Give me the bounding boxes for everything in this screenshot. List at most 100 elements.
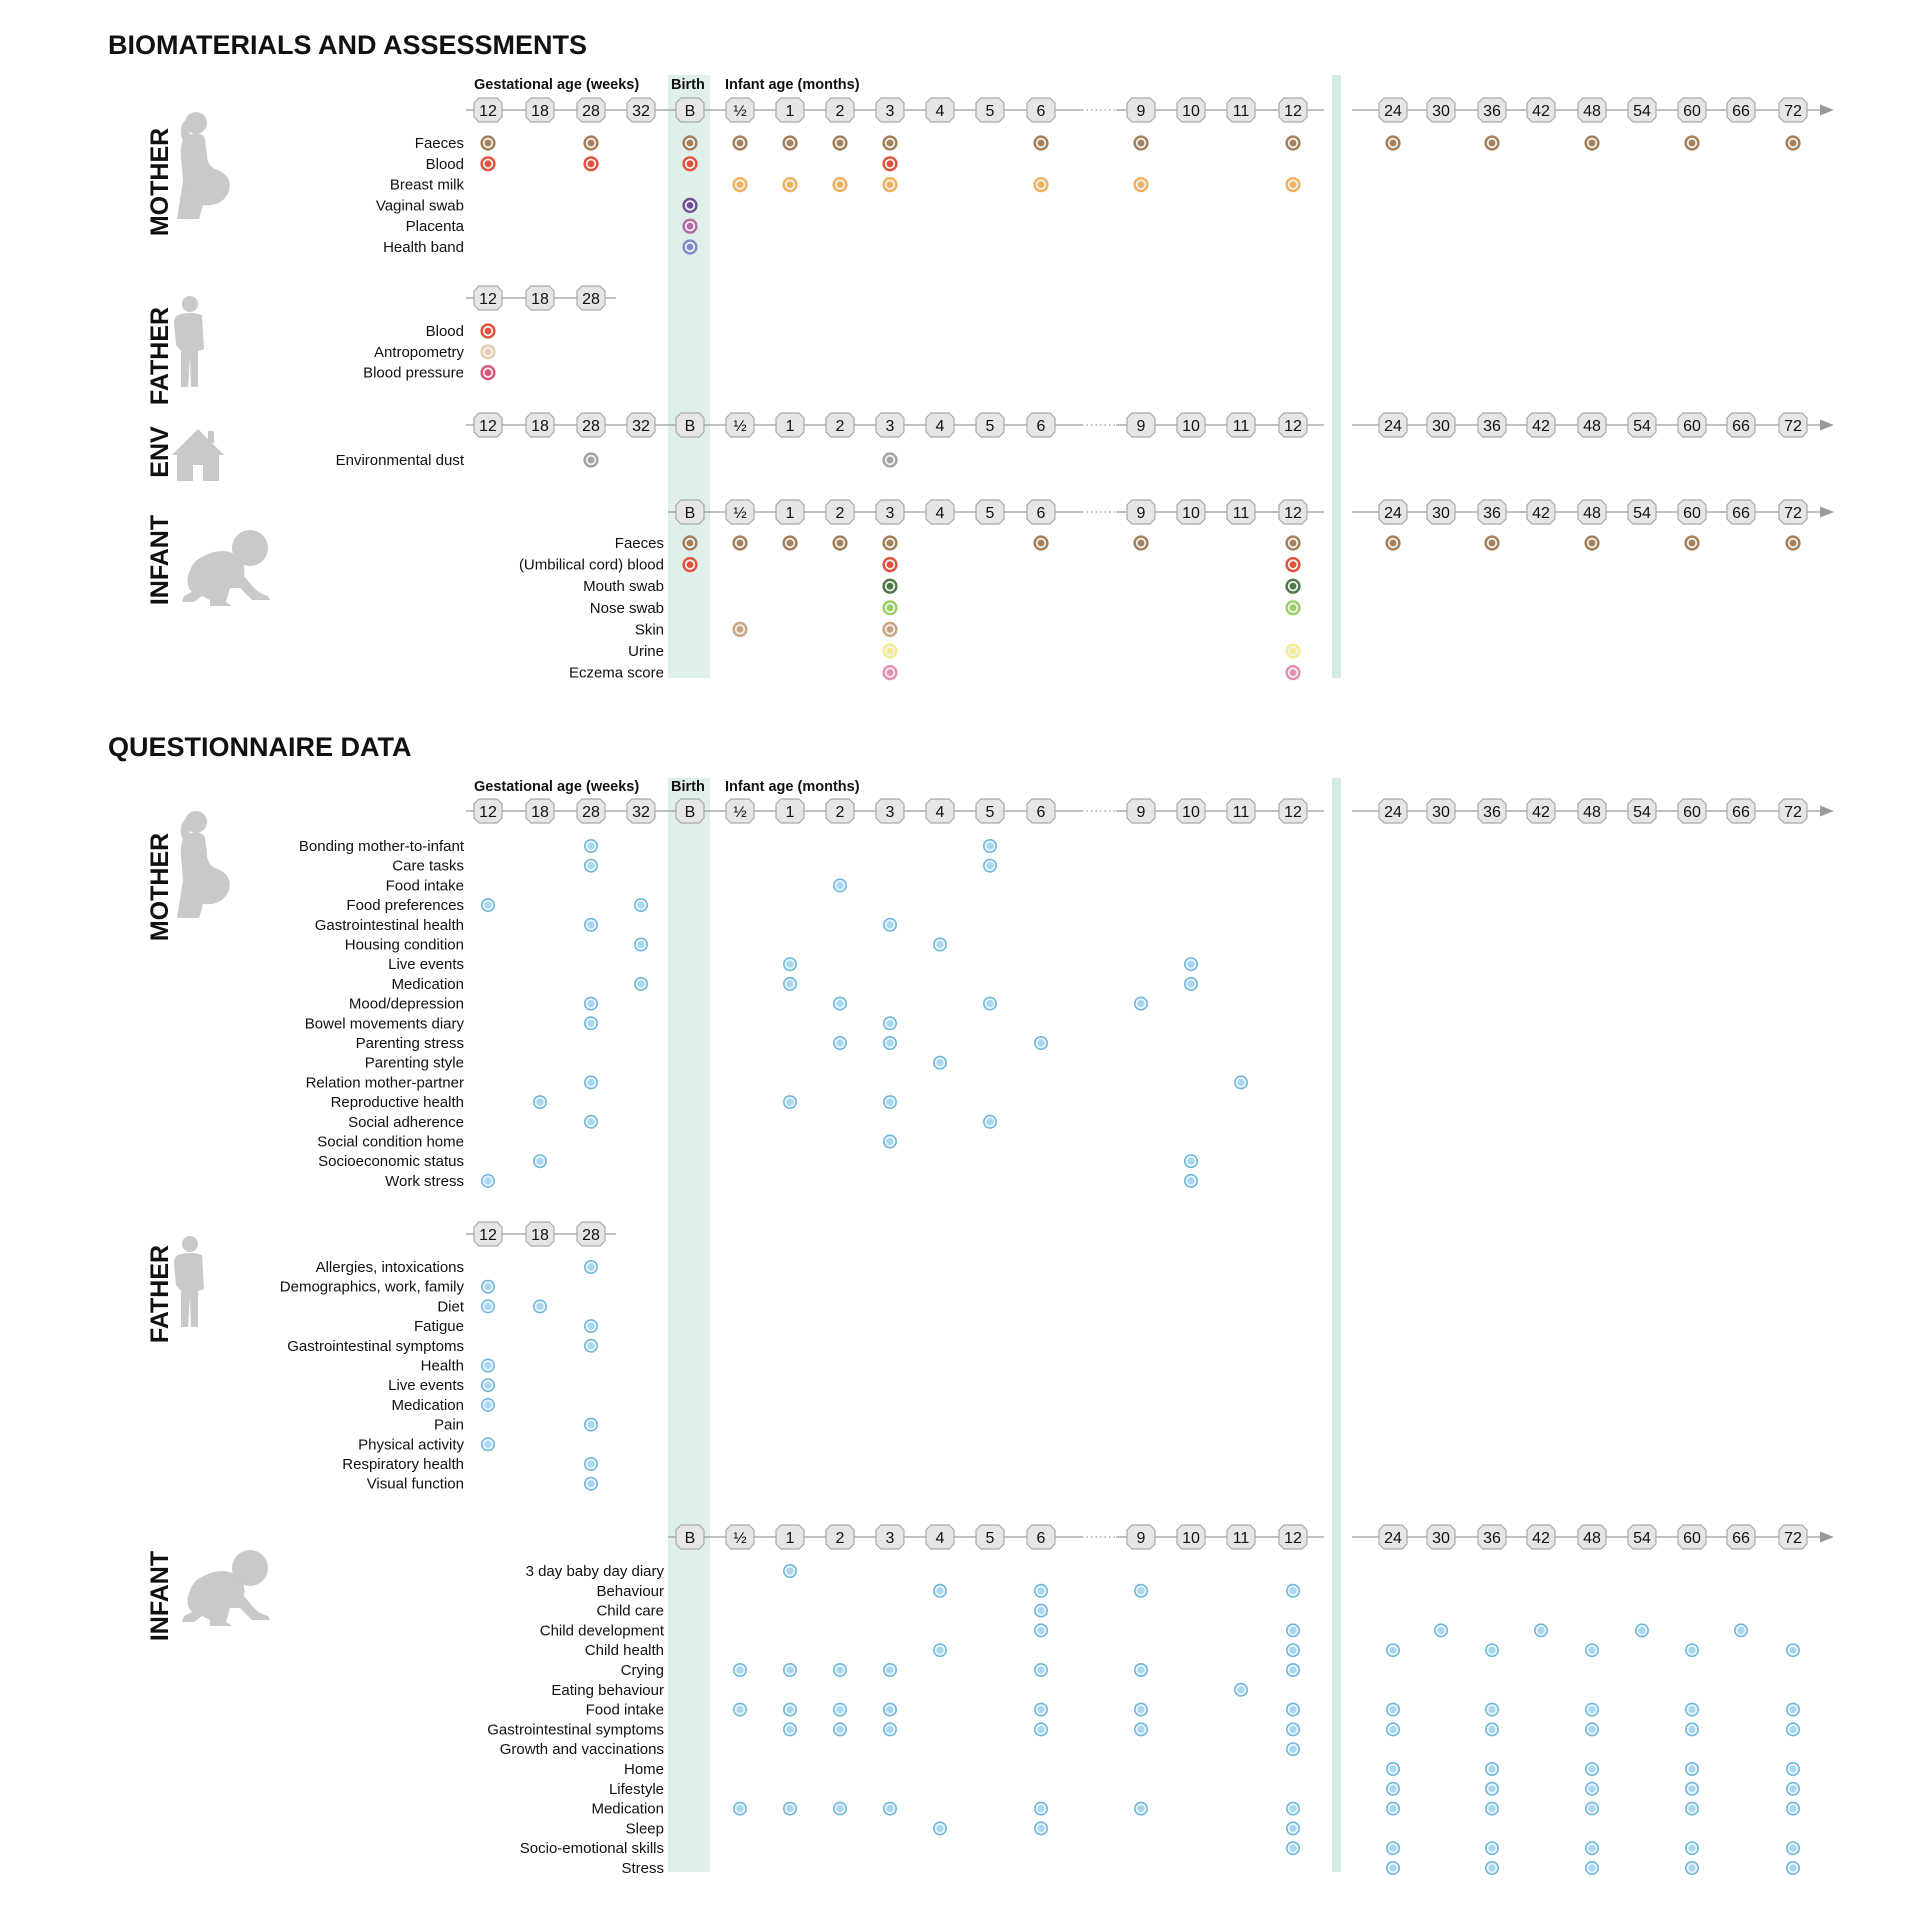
q-infant-tick-l36: 36 (1477, 1524, 1507, 1550)
birth-band (668, 778, 710, 1872)
bio-env-tick-l36-label: 36 (1483, 418, 1501, 435)
row-q-infant-8: Gastrointestinal symptoms (487, 1721, 1801, 1738)
data-point-q-father-2-1-core (536, 1302, 544, 1310)
data-point-q-infant-3-3-core (1537, 1626, 1545, 1634)
bio-mother-tick-l48-label: 48 (1583, 103, 1601, 120)
data-point-q-mother-1-1-core (986, 862, 994, 870)
row-bio-env-0: Environmental dust (336, 452, 898, 469)
row-label: Medication (391, 1397, 464, 1414)
bio-mother-arrow-icon (1820, 104, 1834, 116)
bio-infant-tick-l36: 36 (1477, 499, 1507, 525)
data-point-q-infant-7-10-core (1688, 1706, 1696, 1714)
q-infant-tick-i½: ½ (725, 1524, 755, 1550)
data-point-q-infant-3-4-core (1638, 1626, 1646, 1634)
row-bio-infant-4: Skin (635, 621, 898, 638)
row-label: Parenting style (365, 1055, 464, 1072)
q-mother-tick-g28-label: 28 (582, 804, 600, 821)
q-infant-tick-l60: 60 (1677, 1524, 1707, 1550)
row-bio-mother-5: Health band (383, 239, 698, 256)
data-point-q-infant-14-3-core (1588, 1844, 1596, 1852)
data-point-q-mother-8-1-core (836, 1000, 844, 1008)
data-point-q-infant-7-2-core (836, 1706, 844, 1714)
bio-infant-tick-i11: 11 (1226, 499, 1256, 525)
row-label: (Umbilical cord) blood (519, 557, 664, 574)
data-point-q-infant-4-4-core (1588, 1646, 1596, 1654)
data-point-q-mother-7-0-core (637, 980, 645, 988)
row-label: Food intake (586, 1702, 664, 1719)
q-mother-tick-birth: B (675, 798, 705, 824)
row-label: Nose swab (590, 600, 664, 617)
data-point-q-mother-17-1-core (1187, 1177, 1195, 1185)
bio-infant-tick-birth: B (675, 499, 705, 525)
data-point-q-father-2-0-core (484, 1302, 492, 1310)
bio-env-arrow-icon (1820, 419, 1834, 431)
q-mother-tick-i1-label: 1 (786, 804, 795, 821)
bio-infant-tick-i2-label: 2 (836, 505, 845, 522)
row-q-mother-11: Parenting style (365, 1055, 947, 1072)
row-q-mother-13: Reproductive health (331, 1094, 897, 1111)
bio-infant-tick-i10-label: 10 (1182, 505, 1200, 522)
data-point-q-infant-4-0-core (936, 1646, 944, 1654)
bio-infant-tick-l54: 54 (1627, 499, 1657, 525)
data-point-bio-mother-2-5-core (1137, 181, 1145, 189)
data-point-q-infant-15-2-core (1588, 1864, 1596, 1872)
bio-mother-tick-l30: 30 (1426, 97, 1456, 123)
row-label: Bonding mother-to-infant (299, 838, 465, 855)
bio-env-tick-i4-label: 4 (936, 418, 945, 435)
row-q-mother-15: Social condition home (317, 1134, 897, 1151)
row-label: Reproductive health (331, 1094, 464, 1111)
row-q-infant-6: Eating behaviour (551, 1682, 1249, 1699)
q-infant-tick-i9-label: 9 (1137, 1530, 1146, 1547)
row-label: Food intake (386, 877, 464, 894)
row-q-infant-2: Child care (596, 1603, 1049, 1620)
data-point-q-infant-14-1-core (1389, 1844, 1397, 1852)
data-point-q-mother-8-2-core (986, 1000, 994, 1008)
row-label: Care tasks (392, 858, 464, 875)
bio-mother-tick-g18-label: 18 (531, 103, 549, 120)
row-q-mother-6: Live events (388, 956, 1199, 973)
bio-env-tick-l72-label: 72 (1784, 418, 1802, 435)
data-point-bio-mother-0-4-core (786, 139, 794, 147)
data-point-q-infant-5-5-core (1137, 1666, 1145, 1674)
bio-infant-tick-l54-label: 54 (1633, 505, 1651, 522)
q-mother-tick-l66-label: 66 (1732, 804, 1750, 821)
q-father-tick-18-label: 18 (531, 1227, 549, 1244)
q-mother-tick-l42: 42 (1526, 798, 1556, 824)
q-infant-tick-i3: 3 (875, 1524, 905, 1550)
data-point-q-mother-0-1-core (986, 842, 994, 850)
data-point-q-infant-3-1-core (1289, 1626, 1297, 1634)
row-q-father-0: Allergies, intoxications (316, 1259, 598, 1276)
data-point-q-mother-8-0-core (587, 1000, 595, 1008)
row-label: Faeces (615, 535, 664, 552)
bio-mother-tick-l60: 60 (1677, 97, 1707, 123)
row-q-mother-2: Food intake (386, 877, 847, 894)
bio-infant-tick-l66-label: 66 (1732, 505, 1750, 522)
data-point-q-mother-16-0-core (536, 1157, 544, 1165)
bio-infant-tick-l48-label: 48 (1583, 505, 1601, 522)
row-q-infant-5: Crying (621, 1662, 1301, 1679)
q-infant-label: INFANT (146, 1551, 174, 1641)
q-father-axis: 12 18 28 (466, 1221, 616, 1247)
data-point-bio-infant-0-2-core (786, 539, 794, 547)
row-label: Breast milk (390, 177, 465, 194)
row-label: Skin (635, 621, 664, 638)
data-point-q-mother-7-1-core (786, 980, 794, 988)
bio-mother-tick-g18: 18 (525, 97, 555, 123)
q-mother-tick-i12-label: 12 (1284, 804, 1302, 821)
bio-mother-tick-i4-label: 4 (936, 103, 945, 120)
data-point-bio-infant-0-10-core (1588, 539, 1596, 547)
bio-mother-label: MOTHER (146, 128, 174, 236)
bio-mother-tick-i1-label: 1 (786, 103, 795, 120)
q-mother-tick-l30-label: 30 (1432, 804, 1450, 821)
bio-env-tick-i11: 11 (1226, 412, 1256, 438)
q-mother-tick-g32: 32 (626, 798, 656, 824)
infant-age-heading: Infant age (months) (725, 779, 860, 795)
bio-env-tick-l66: 66 (1726, 412, 1756, 438)
bio-infant-tick-l66: 66 (1726, 499, 1756, 525)
q-infant-tick-i9: 9 (1126, 1524, 1156, 1550)
row-label: Live events (388, 956, 464, 973)
birth-heading: Birth (671, 779, 705, 795)
data-point-q-infant-8-5-core (1289, 1725, 1297, 1733)
q-infant-tick-i6-label: 6 (1037, 1530, 1046, 1547)
